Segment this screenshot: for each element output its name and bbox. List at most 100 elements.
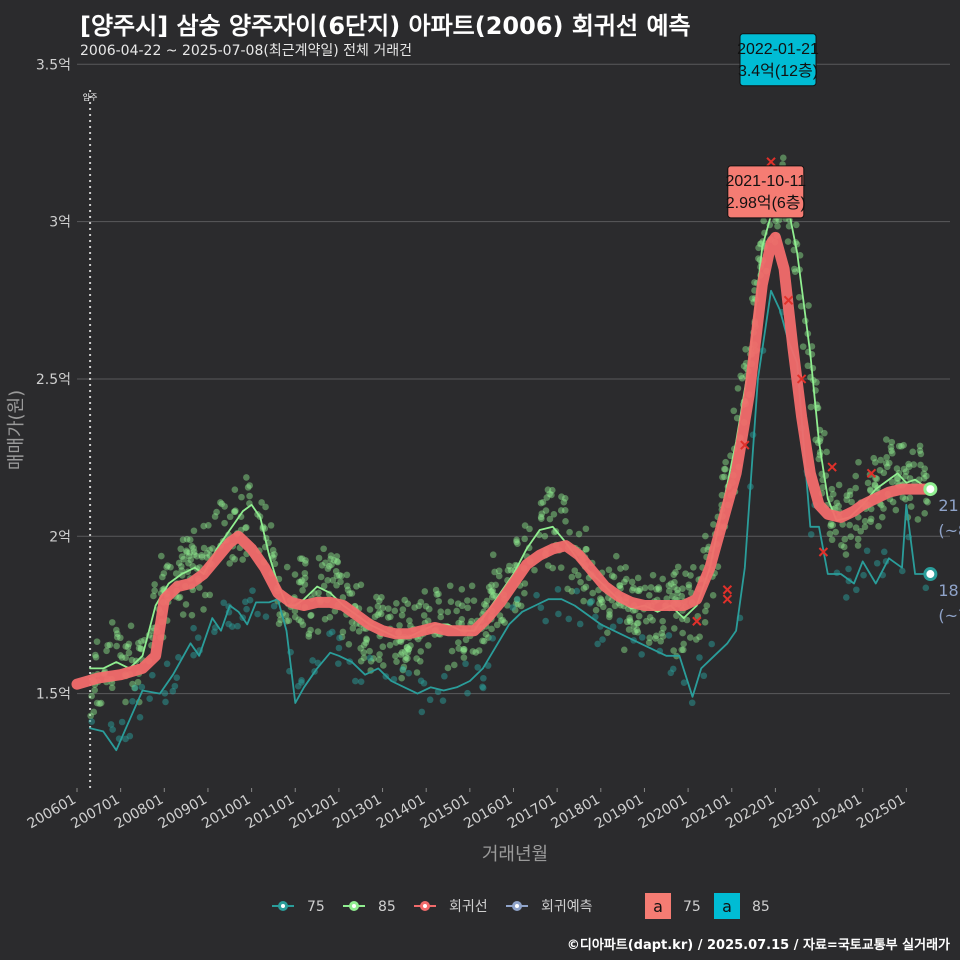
scatter-point-85 (702, 607, 709, 615)
scatter-point-85 (377, 610, 385, 618)
scatter-point-85 (334, 558, 342, 566)
scatter-point-85 (346, 590, 354, 597)
scatter-point-85 (861, 517, 869, 525)
scatter-point-85 (514, 540, 521, 548)
scatter-point-85 (336, 571, 343, 579)
scatter-point-85 (497, 617, 505, 624)
scatter-point-85 (470, 597, 478, 604)
annotation-price: 3.4억(12층) (738, 62, 818, 80)
scatter-point-75 (680, 679, 688, 686)
scatter-point-85 (678, 646, 686, 654)
x-tick-label: 200701 (68, 792, 122, 833)
legend-key-dot-center (281, 904, 285, 908)
scatter-point-85 (213, 508, 220, 516)
scatter-point-75 (243, 605, 250, 613)
scatter-point-85 (923, 472, 930, 480)
legend-label-swatch (714, 893, 740, 919)
scatter-point-85 (673, 612, 680, 620)
scatter-point-85 (242, 524, 249, 532)
scatter-point-85 (298, 555, 306, 562)
scatter-point-85 (483, 597, 491, 605)
scatter-point-85 (406, 617, 413, 624)
scatter-point-85 (829, 521, 837, 529)
scatter-point-75 (807, 531, 815, 538)
scatter-point-75 (326, 630, 333, 638)
scatter-point-75 (129, 697, 136, 705)
scatter-point-85 (832, 528, 839, 536)
scatter-point-85 (669, 592, 676, 600)
scatter-point-85 (646, 634, 653, 642)
scatter-point-85 (182, 601, 190, 608)
scatter-point-85 (870, 454, 878, 462)
scatter-point-85 (848, 498, 855, 506)
scatter-point-85 (398, 611, 406, 619)
x-tick-label: 201601 (461, 792, 515, 833)
annotations: 2022-01-21 3.4억(12층) 2021-10-11 2.98억(6층) (725, 33, 819, 219)
scatter-point-85 (232, 507, 239, 514)
scatter-point-85 (804, 362, 812, 370)
scatter-point-85 (185, 553, 193, 560)
scatter-point-85 (446, 582, 454, 590)
scatter-point-75 (665, 632, 673, 639)
scatter-point-85 (625, 626, 633, 633)
scatter-point-85 (807, 403, 815, 411)
scatter-point-85 (188, 542, 196, 550)
scatter-point-75 (309, 657, 316, 664)
scatter-point-85 (200, 522, 208, 530)
scatter-point-85 (297, 555, 304, 562)
scatter-point-85 (326, 613, 334, 621)
scatter-point-85 (398, 649, 406, 656)
scatter-point-85 (221, 503, 228, 510)
scatter-point-85 (760, 217, 767, 225)
scatter-point-85 (813, 378, 820, 386)
scatter-point-85 (657, 637, 664, 645)
scatter-point-85 (537, 513, 545, 521)
scatter-point-75 (863, 547, 871, 555)
scatter-point-85 (665, 587, 673, 595)
scatter-point-75 (565, 615, 573, 623)
scatter-point-85 (779, 154, 787, 162)
scatter-point-75 (418, 708, 426, 716)
x-axis-title: 거래년월 (482, 844, 548, 865)
end-value-label: 18,800 (938, 581, 960, 600)
scatter-point-85 (262, 503, 269, 511)
scatter-point-85 (888, 449, 896, 457)
scatter-point-85 (888, 438, 896, 446)
scatter-point-85 (413, 655, 420, 662)
scatter-point-85 (209, 545, 216, 552)
scatter-point-85 (291, 613, 299, 621)
scatter-point-85 (397, 651, 405, 658)
scatter-point-85 (407, 642, 414, 649)
scatter-point-85 (598, 598, 606, 606)
scatter-point-85 (633, 620, 641, 627)
scatter-point-85 (526, 525, 533, 533)
scatter-point-85 (888, 447, 895, 455)
scatter-point-85 (878, 513, 886, 521)
scatter-point-85 (611, 602, 619, 610)
scatter-point-85 (665, 582, 673, 589)
scatter-point-85 (127, 622, 135, 630)
scatter-point-85 (176, 593, 184, 601)
scatter-point-85 (538, 515, 545, 522)
scatter-point-85 (659, 617, 666, 625)
x-tick-label: 201201 (287, 792, 341, 833)
legend-key-dot-center (352, 904, 356, 908)
legend-label: 75 (307, 899, 325, 915)
scatter-point-85 (158, 552, 165, 560)
scatter-point-85 (124, 643, 132, 651)
legend-label: 회귀예측 (541, 899, 593, 915)
scatter-point-85 (297, 578, 305, 586)
scatter-point-75 (464, 689, 471, 697)
scatter-point-85 (122, 654, 129, 662)
scatter-point-85 (490, 591, 497, 599)
scatter-point-85 (692, 636, 700, 643)
scatter-point-85 (795, 293, 803, 301)
scatter-point-75 (474, 664, 482, 671)
scatter-point-85 (282, 612, 290, 619)
legend-label-glyph: a (722, 897, 732, 916)
x-tick-label: 201301 (330, 792, 384, 833)
scatter-point-85 (320, 545, 327, 553)
series-line-regression (71, 231, 934, 690)
scatter-point-85 (902, 468, 910, 475)
scatter-point-85 (655, 584, 662, 591)
